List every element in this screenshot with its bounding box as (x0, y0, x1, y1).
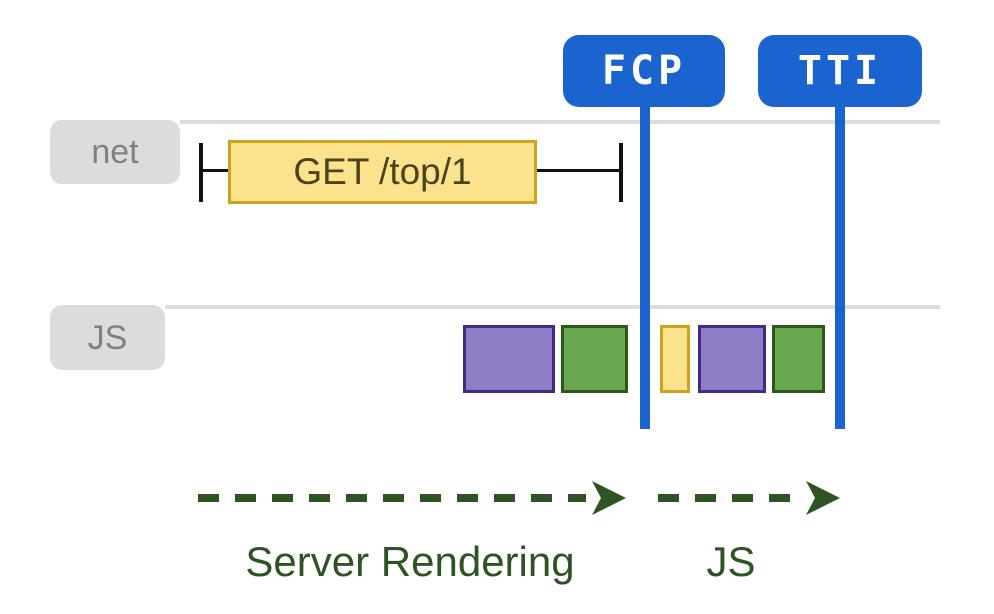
network-request-box: GET /top/1 (228, 140, 537, 204)
net-track-label: net (91, 133, 139, 171)
js-phase-arrowhead-icon (806, 481, 840, 515)
js-block-yellow (660, 325, 690, 393)
request-start-connector (203, 169, 228, 172)
net-track-rail (180, 120, 940, 124)
fcp-marker-line (640, 106, 650, 429)
tti-badge: TTI (758, 35, 922, 107)
fcp-badge: FCP (563, 35, 725, 107)
js-block-green (561, 325, 628, 393)
js-track-label: JS (87, 318, 128, 357)
tti-marker-line (835, 106, 845, 429)
js-block-purple (698, 325, 766, 393)
js-block-green (772, 325, 825, 393)
js-track-tab: JS (50, 305, 165, 370)
js-track-rail (165, 305, 940, 309)
fcp-badge-label: FCP (601, 48, 687, 94)
tti-badge-label: TTI (797, 48, 883, 94)
js-block-purple (463, 325, 555, 393)
js-phase-label: JS (706, 538, 756, 585)
request-end-connector (537, 169, 619, 172)
server-rendering-phase-label: Server Rendering (245, 538, 575, 585)
request-start-tick (199, 143, 203, 202)
net-track-tab: net (50, 120, 180, 184)
request-end-tick (619, 143, 623, 202)
network-request-label: GET /top/1 (293, 151, 472, 192)
server-rendering-arrowhead-icon (592, 481, 626, 515)
